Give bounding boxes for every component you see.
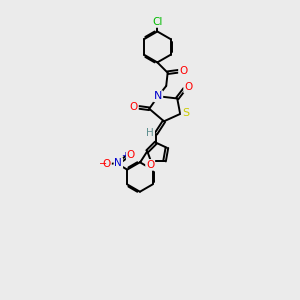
Text: O: O (103, 159, 111, 169)
Text: O: O (179, 66, 187, 76)
Text: N: N (154, 91, 162, 101)
Text: O: O (146, 160, 154, 170)
Text: Cl: Cl (152, 17, 163, 27)
Text: O: O (184, 82, 192, 92)
Text: N: N (115, 158, 122, 168)
Text: −: − (99, 159, 107, 169)
Text: O: O (127, 150, 135, 160)
Text: O: O (130, 102, 138, 112)
Text: +: + (122, 152, 128, 160)
Text: S: S (182, 108, 189, 118)
Text: H: H (146, 128, 154, 138)
